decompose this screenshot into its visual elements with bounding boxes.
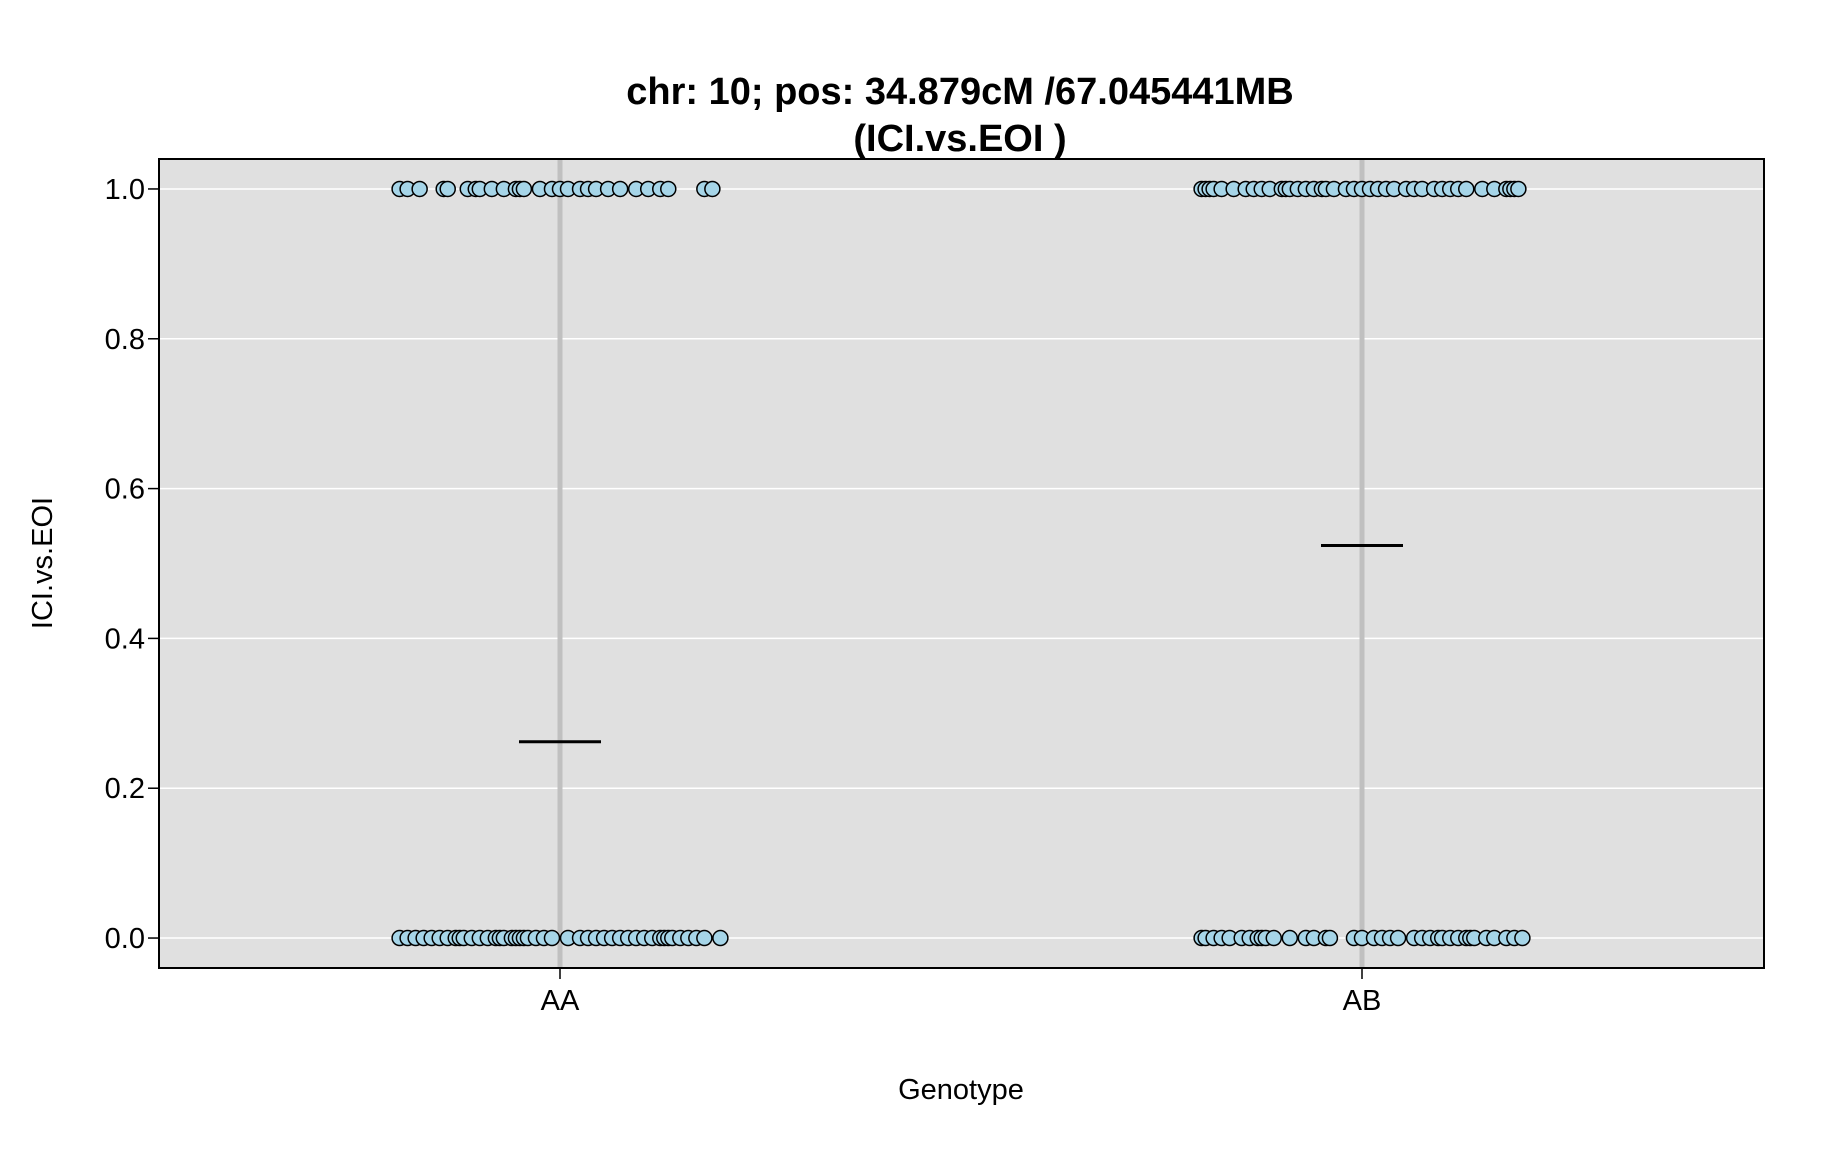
data-point	[696, 929, 713, 947]
y-tick-label: 1.0	[105, 174, 145, 206]
data-point	[1510, 180, 1527, 198]
data-point	[611, 180, 629, 198]
data-point	[439, 180, 456, 198]
x-tick-label: AB	[1343, 985, 1382, 1017]
plot-border	[158, 158, 1765, 969]
data-point	[1321, 929, 1339, 947]
data-point	[1458, 180, 1475, 198]
data-point	[1265, 929, 1283, 947]
y-tick-label: 0.0	[105, 923, 145, 955]
data-point	[411, 180, 428, 198]
x-axis-label: Genotype	[898, 1074, 1024, 1106]
data-point	[543, 929, 561, 947]
y-tick-label: 0.2	[105, 773, 145, 805]
y-tick-label: 0.6	[105, 474, 145, 506]
data-point	[1389, 929, 1407, 947]
x-axis-ticks: AA AB	[541, 968, 1382, 1017]
y-tick-label: 0.8	[105, 324, 145, 356]
data-point	[1281, 929, 1299, 947]
chart-title-line-1: chr: 10; pos: 34.879cM /67.045441MB	[626, 71, 1293, 113]
data-point	[515, 180, 533, 198]
data-point	[712, 929, 729, 947]
data-point	[660, 180, 677, 198]
y-axis-label: ICI.vs.EOI	[27, 497, 59, 629]
y-tick-label: 0.4	[105, 623, 145, 655]
mean-markers	[519, 544, 1403, 744]
data-points	[391, 180, 1531, 947]
x-tick-label: AA	[541, 985, 580, 1017]
data-point	[1514, 929, 1531, 947]
plot-panel	[159, 159, 1764, 968]
category-center-lines	[557, 159, 1365, 968]
data-point	[704, 180, 721, 198]
chart-title-line-2: (ICI.vs.EOI )	[853, 118, 1066, 160]
y-axis-ticks: 0.0 0.2 0.4 0.6 0.8 1.0	[105, 174, 159, 955]
